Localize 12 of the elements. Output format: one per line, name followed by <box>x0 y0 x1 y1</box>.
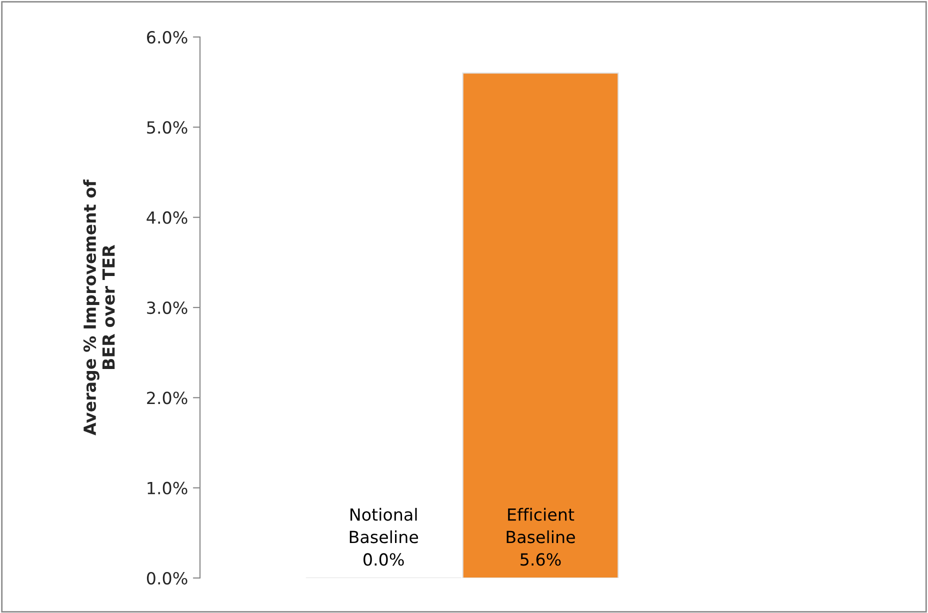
y-axis-title: Average % Improvement of BER over TER <box>83 179 115 436</box>
y-tick-label: 0.0% <box>146 572 188 585</box>
y-tick-label: 3.0% <box>147 301 188 314</box>
data-label: 0.0% <box>364 553 404 566</box>
y-tick-label: 1.0% <box>148 482 188 494</box>
x-tick-label: Efficient Baseline <box>506 508 575 544</box>
x-tick-label: Notional Baseline <box>350 508 418 544</box>
y-tick-label: 2.0% <box>147 392 188 404</box>
data-label: 5.6% <box>520 553 561 566</box>
y-tick-label: 6.0% <box>147 30 188 44</box>
y-tick-label: 4.0% <box>146 211 188 224</box>
y-tick-label: 5.0% <box>147 121 188 134</box>
